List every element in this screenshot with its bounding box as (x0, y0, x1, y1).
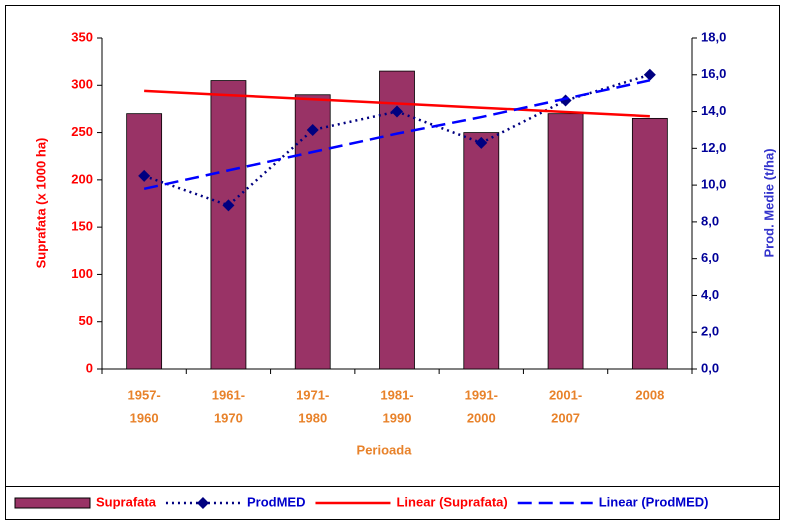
bar (210, 80, 247, 370)
y-tick-label: 150 (71, 219, 93, 234)
y-axis-title: Suprafata (x 1000 ha) (33, 138, 48, 269)
legend-label: Linear (ProdMED) (599, 494, 709, 509)
x-tick-label: 2001- (549, 387, 582, 402)
bar (463, 132, 500, 370)
y2-axis-title: Prod. Medie (t/ha) (761, 148, 776, 257)
x-tick-label: 2000 (467, 410, 496, 425)
x-tick-label: 1961- (212, 387, 245, 402)
line (143, 79, 651, 191)
marker (138, 169, 151, 182)
y-tick-label: 100 (71, 266, 93, 281)
marker (643, 68, 656, 81)
y-tick-label: 0 (86, 360, 93, 375)
y2-tick-label: 14,0 (701, 103, 726, 118)
y2-tick-label: 16,0 (701, 66, 726, 81)
marker (475, 136, 488, 149)
x-tick-label: 1991- (465, 387, 498, 402)
bar (547, 113, 584, 370)
legend-label: Suprafata (96, 494, 157, 509)
x-tick-label: 1971- (296, 387, 329, 402)
x-tick-label: 1957- (128, 387, 161, 402)
x-tick-label: 1981- (380, 387, 413, 402)
y-tick-label: 350 (71, 29, 93, 44)
y-tick-label: 250 (71, 124, 93, 139)
marker (222, 199, 235, 212)
y2-tick-label: 4,0 (701, 287, 719, 302)
y2-tick-label: 18,0 (701, 29, 726, 44)
y-tick-label: 200 (71, 171, 93, 186)
y2-tick-label: 6,0 (701, 250, 719, 265)
x-tick-label: 2008 (635, 387, 664, 402)
marker (391, 105, 403, 118)
y2-tick-label: 8,0 (701, 213, 719, 228)
legend-swatch (14, 497, 91, 509)
y-tick-label: 300 (71, 77, 93, 92)
y2-tick-label: 2,0 (701, 324, 719, 339)
x-tick-label: 1990 (383, 410, 412, 425)
bar (126, 113, 163, 370)
legend-box (5, 486, 780, 520)
y2-tick-label: 10,0 (701, 177, 726, 192)
x-tick-label: 2007 (551, 410, 580, 425)
y2-tick-label: 12,0 (701, 140, 726, 155)
x-tick-label: 1970 (214, 410, 243, 425)
bar (379, 70, 415, 370)
marker (306, 123, 319, 136)
x-axis-title: Perioada (357, 442, 413, 457)
y2-tick-label: 0,0 (701, 360, 719, 375)
y-tick-label: 50 (79, 313, 93, 328)
legend-label: ProdMED (247, 494, 306, 509)
x-tick-label: 1980 (298, 410, 327, 425)
line (144, 89, 650, 118)
marker (559, 94, 572, 107)
bar (631, 117, 668, 370)
x-tick-label: 1960 (130, 410, 159, 425)
legend-label: Linear (Suprafata) (396, 494, 507, 509)
legend-marker (196, 497, 209, 509)
